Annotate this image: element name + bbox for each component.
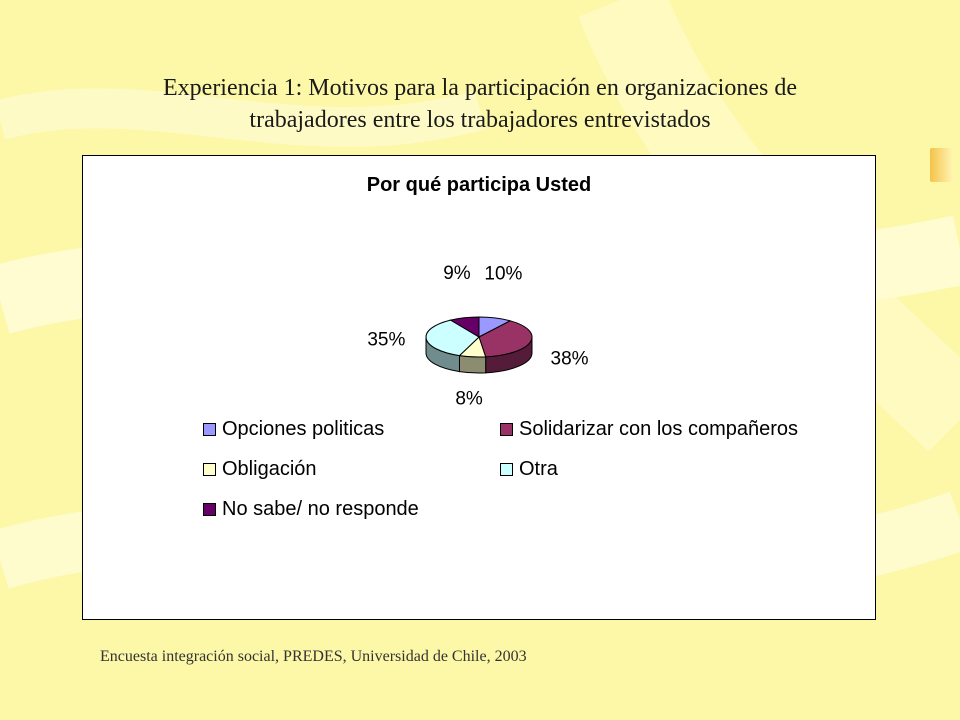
slide-title-line-2: trabajadores entre los trabajadores entr…: [249, 107, 711, 133]
slide-title-line-1: Experiencia 1: Motivos para la participa…: [163, 75, 797, 101]
pie-slice-no-sabe: [449, 316, 480, 338]
pie-label-otra: 35%: [367, 329, 405, 350]
pie-label-obligacion: 8%: [455, 389, 483, 410]
legend-label: Otra: [519, 457, 558, 480]
pie-side-obligacion: [458, 355, 487, 374]
legend-item-opciones-politicas: Opciones politicas: [203, 417, 384, 441]
chart-legend: Opciones politicas Solidarizar con los c…: [195, 409, 798, 535]
pie-label-no-sabe: 9%: [443, 263, 471, 284]
pie-label-solidarizar: 38%: [551, 348, 589, 369]
legend-label: Solidarizar con los compañeros: [519, 417, 799, 440]
chart-title: Por qué participa Usted: [366, 174, 592, 196]
pie-slice-solidarizar: [478, 320, 533, 358]
slide-title: Experiencia 1: Motivos para la participa…: [60, 72, 900, 136]
legend-label: No sabe/ no responde: [222, 497, 419, 520]
legend-swatch: [203, 422, 216, 436]
legend-item-otra: Otra: [500, 457, 558, 481]
pie-chart: 10% 38% 8% 35% 9%: [367, 263, 589, 410]
corner-decoration: [930, 148, 952, 182]
legend-swatch: [500, 462, 513, 476]
pie-slice-otra: [425, 319, 480, 357]
legend-swatch: [203, 462, 216, 476]
pie-label-opciones-politicas: 10%: [484, 263, 522, 284]
legend-item-solidarizar: Solidarizar con los compañeros: [500, 417, 798, 441]
legend-item-obligacion: Obligación: [203, 457, 317, 481]
legend-item-no-sabe: No sabe/ no responde: [203, 497, 419, 521]
legend-swatch: [500, 422, 513, 436]
legend-label: Opciones politicas: [222, 417, 385, 440]
chart-area: Por qué participa Usted 10% 38% 8% 35% 9% Op…: [82, 155, 876, 620]
source-note: Encuesta integración social, PREDES, Uni…: [100, 648, 527, 665]
legend-label: Obligación: [222, 457, 317, 480]
legend-swatch: [203, 502, 216, 516]
